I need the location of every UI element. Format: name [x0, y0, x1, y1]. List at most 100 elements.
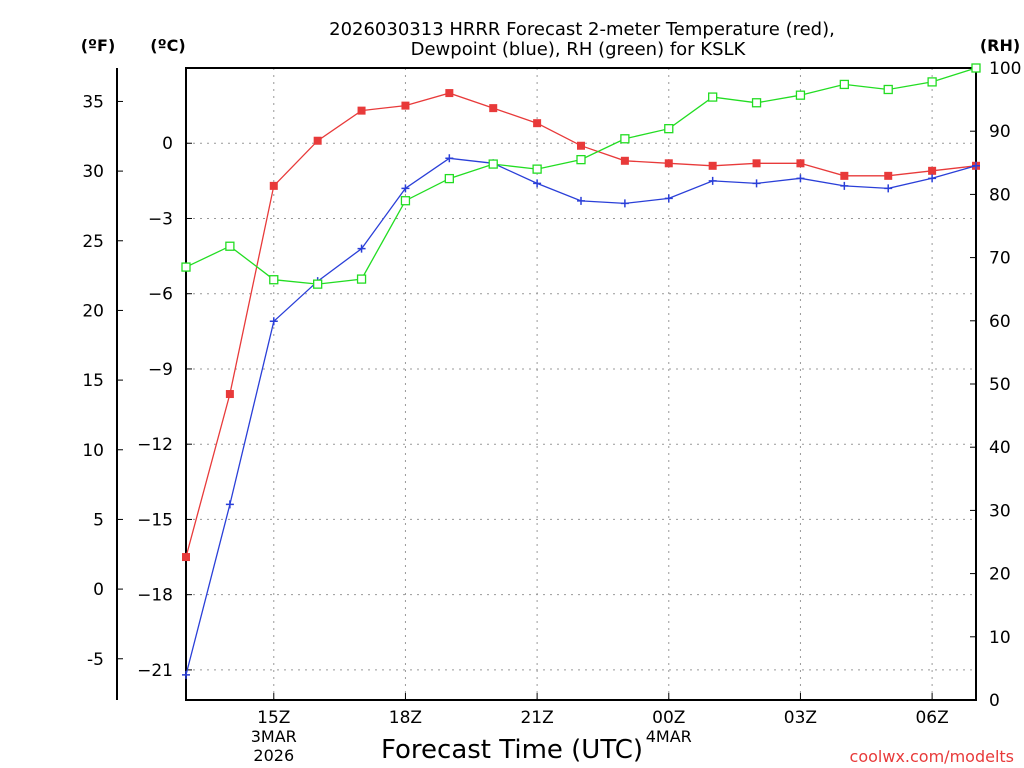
temperature-point [182, 553, 190, 562]
time-tick-label: 21Z [520, 708, 553, 728]
fahrenheit-tick-label: 15 [82, 371, 104, 391]
dewpoint-point [664, 194, 673, 203]
temperature-point [664, 159, 673, 168]
temperature-point [752, 159, 761, 168]
temperature-point [401, 101, 410, 110]
rh-point [269, 275, 279, 285]
rh-point [708, 92, 718, 102]
rh-tick-label: 30 [989, 501, 1011, 521]
temperature-point [357, 106, 366, 115]
fahrenheit-tick-label: 20 [82, 301, 104, 321]
temperature-point [840, 171, 849, 180]
rh-point [444, 173, 454, 184]
celsius-tick-label: −6 [148, 285, 173, 305]
time-tick-label: 06Z [915, 708, 948, 728]
celsius-tick-label: 0 [162, 134, 173, 154]
dewpoint-point [357, 244, 366, 253]
dewpoint-point [225, 500, 234, 509]
rh-point [927, 77, 937, 87]
rh-tick-label: 80 [989, 185, 1011, 205]
fahrenheit-unit-label: (ºF) [81, 36, 116, 55]
temperature-point [445, 89, 454, 98]
temperature-point [577, 141, 585, 150]
dewpoint-point [928, 174, 937, 183]
rh-tick-label: 60 [989, 312, 1011, 332]
temperature-point [489, 104, 498, 113]
dewpoint-point [577, 196, 585, 205]
series-layer [181, 63, 981, 679]
celsius-tick-label: −12 [137, 435, 173, 455]
rh-point [356, 274, 367, 284]
rh-tick-label: 90 [989, 122, 1011, 142]
rh-point [488, 159, 498, 169]
rh-tick-label: 10 [989, 628, 1011, 648]
fahrenheit-tick-label: 0 [93, 580, 104, 600]
rh-point [751, 98, 762, 108]
rh-point [883, 84, 893, 95]
rh-tick-label: 20 [989, 565, 1011, 585]
celsius-tick-label: −3 [148, 209, 173, 229]
rh-point [532, 164, 542, 174]
celsius-tick-label: −15 [137, 510, 173, 530]
watermark: coolwx.com/modelts [850, 747, 1014, 766]
celsius-unit-label: (ºC) [150, 36, 185, 55]
rh-point [795, 90, 806, 100]
rh-point [181, 262, 191, 272]
temperature-point [269, 181, 278, 190]
dewpoint-point [401, 184, 410, 193]
dewpoint-point [533, 179, 542, 188]
rh-unit-label: (RH) [980, 36, 1020, 55]
rh-point [620, 134, 630, 144]
rh-point [971, 63, 981, 73]
rh-point [225, 241, 235, 251]
fahrenheit-tick-label: 25 [82, 232, 104, 252]
chart-title-line2: Dewpoint (blue), RH (green) for KSLK [411, 39, 747, 60]
celsius-tick-label: −9 [148, 360, 173, 380]
dewpoint-point [708, 176, 717, 185]
celsius-tick-label: −18 [137, 586, 173, 606]
temperature-point [533, 119, 542, 128]
rh-tick-label: 0 [989, 691, 1000, 711]
temperature-point [225, 390, 234, 399]
rh-point [313, 279, 323, 289]
temperature-point [620, 156, 629, 165]
temperature-point [313, 136, 322, 145]
fahrenheit-tick-label: 5 [93, 510, 104, 530]
rh-tick-label: 70 [989, 249, 1011, 269]
fahrenheit-tick-label: 35 [82, 92, 104, 112]
fahrenheit-tick-label: 30 [82, 162, 104, 182]
temperature-point [708, 161, 717, 170]
date-tick-label: 4MAR [646, 727, 692, 746]
temperature-point [884, 171, 893, 180]
chart-title-line1: 2026030313 HRRR Forecast 2-meter Tempera… [329, 19, 835, 40]
celsius-tick-label: −21 [137, 661, 173, 681]
rh-point [664, 124, 674, 134]
dewpoint-point [796, 174, 805, 183]
rh-point [839, 79, 849, 90]
dewpoint-point [620, 199, 629, 208]
rh-tick-label: 50 [989, 375, 1011, 395]
fahrenheit-tick-label: -5 [87, 650, 104, 670]
temperature-point [928, 166, 937, 175]
dewpoint-point [269, 317, 278, 326]
fahrenheit-tick-label: 10 [82, 441, 104, 461]
time-tick-label: 18Z [389, 708, 422, 728]
date-tick-label: 3MAR [251, 727, 297, 746]
temperature-point [796, 159, 805, 168]
dewpoint-point [972, 161, 980, 170]
dewpoint-point [445, 154, 454, 163]
dewpoint-point [752, 179, 761, 188]
rh-tick-label: 100 [989, 59, 1021, 79]
time-tick-label: 03Z [784, 708, 817, 728]
year-tick-label: 2026 [253, 746, 294, 765]
dewpoint-point [840, 181, 849, 190]
rh-tick-label: 40 [989, 438, 1011, 458]
time-tick-label: 00Z [652, 708, 685, 728]
time-tick-label: 15Z [257, 708, 290, 728]
dewpoint-point [884, 184, 893, 193]
rh-point [400, 196, 411, 206]
axes-layer [116, 67, 977, 701]
x-axis-label: Forecast Time (UTC) [381, 735, 643, 765]
